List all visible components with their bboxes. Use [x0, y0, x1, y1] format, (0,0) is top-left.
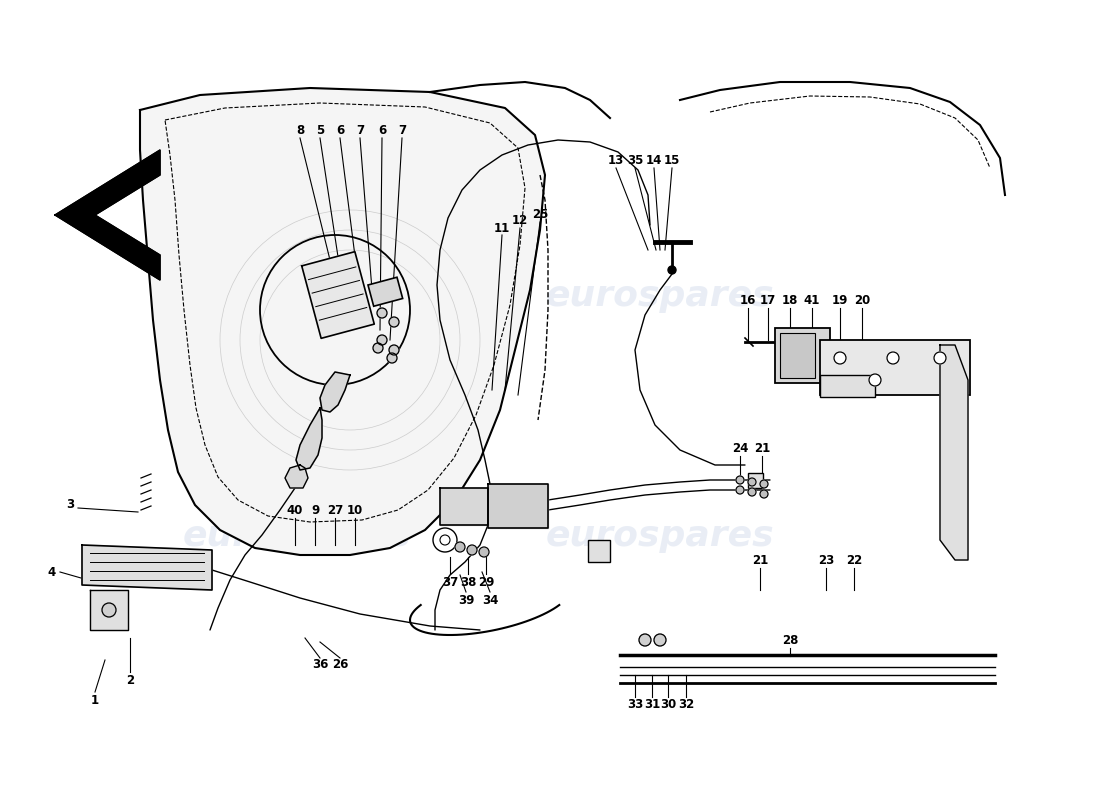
Circle shape [760, 490, 768, 498]
Polygon shape [320, 372, 350, 412]
Text: 31: 31 [644, 698, 660, 711]
Circle shape [387, 353, 397, 363]
Circle shape [389, 317, 399, 327]
Text: 38: 38 [460, 575, 476, 589]
Text: 6: 6 [336, 123, 344, 137]
Circle shape [736, 476, 744, 484]
Circle shape [102, 603, 116, 617]
Bar [776, 328, 830, 383]
Text: 28: 28 [782, 634, 799, 646]
Bar [588, 540, 610, 562]
Circle shape [760, 480, 768, 488]
Circle shape [377, 335, 387, 345]
Circle shape [373, 343, 383, 353]
Circle shape [834, 352, 846, 364]
Text: 24: 24 [732, 442, 748, 454]
Text: 27: 27 [327, 503, 343, 517]
Circle shape [668, 266, 676, 274]
Text: 39: 39 [458, 594, 474, 606]
Text: 29: 29 [477, 575, 494, 589]
Circle shape [748, 478, 756, 486]
Bar [748, 473, 763, 488]
Polygon shape [55, 150, 160, 280]
Circle shape [377, 308, 387, 318]
Polygon shape [82, 545, 212, 590]
Text: 34: 34 [482, 594, 498, 606]
Text: 20: 20 [854, 294, 870, 306]
Text: 18: 18 [782, 294, 799, 306]
Text: 6: 6 [378, 123, 386, 137]
Circle shape [887, 352, 899, 364]
Text: 5: 5 [316, 123, 324, 137]
Text: eurospares: eurospares [546, 519, 774, 553]
Text: 16: 16 [740, 294, 756, 306]
Text: 41: 41 [804, 294, 821, 306]
Text: 8: 8 [296, 123, 304, 137]
Text: 10: 10 [346, 503, 363, 517]
Text: 2: 2 [125, 674, 134, 686]
Circle shape [389, 345, 399, 355]
Text: 14: 14 [646, 154, 662, 166]
Text: 32: 32 [678, 698, 694, 711]
Bar [368, 278, 403, 306]
Text: eurospares: eurospares [546, 279, 774, 313]
Circle shape [478, 547, 490, 557]
Text: eurospares: eurospares [183, 359, 411, 393]
Circle shape [455, 542, 465, 552]
Text: 22: 22 [846, 554, 862, 566]
Circle shape [654, 634, 666, 646]
Polygon shape [301, 252, 374, 338]
Text: 37: 37 [442, 575, 458, 589]
Text: 7: 7 [398, 123, 406, 137]
Polygon shape [296, 408, 322, 470]
Text: 21: 21 [754, 442, 770, 454]
Text: 23: 23 [818, 554, 834, 566]
Circle shape [639, 634, 651, 646]
Text: 26: 26 [332, 658, 349, 671]
Text: 36: 36 [311, 658, 328, 671]
Polygon shape [940, 345, 968, 560]
Polygon shape [90, 590, 128, 630]
Text: 12: 12 [512, 214, 528, 226]
Polygon shape [140, 88, 544, 555]
Circle shape [934, 352, 946, 364]
Text: 11: 11 [494, 222, 510, 234]
Polygon shape [440, 488, 488, 525]
Text: 3: 3 [66, 498, 74, 510]
Text: 35: 35 [627, 154, 644, 166]
Polygon shape [488, 484, 548, 528]
Polygon shape [285, 465, 308, 488]
Bar [820, 340, 970, 395]
Text: 19: 19 [832, 294, 848, 306]
Text: 15: 15 [663, 154, 680, 166]
Bar [820, 375, 874, 397]
Text: 1: 1 [91, 694, 99, 706]
Circle shape [736, 486, 744, 494]
Text: 4: 4 [48, 566, 56, 578]
Circle shape [748, 488, 756, 496]
Text: 33: 33 [627, 698, 644, 711]
Text: 25: 25 [531, 209, 548, 222]
Text: 9: 9 [311, 503, 319, 517]
Text: 7: 7 [356, 123, 364, 137]
Text: 13: 13 [608, 154, 624, 166]
Bar [780, 333, 815, 378]
Text: 21: 21 [752, 554, 768, 566]
Circle shape [869, 374, 881, 386]
Text: eurospares: eurospares [183, 519, 411, 553]
Text: 40: 40 [287, 503, 304, 517]
Text: 30: 30 [660, 698, 676, 711]
Circle shape [468, 545, 477, 555]
Text: 17: 17 [760, 294, 777, 306]
